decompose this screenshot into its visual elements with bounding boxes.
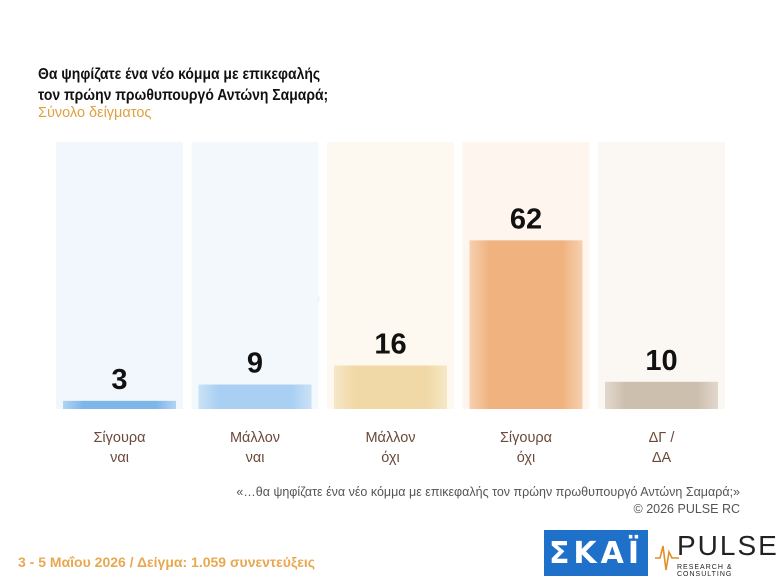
pulse-logo-text: PULSE bbox=[677, 530, 779, 561]
column-background bbox=[598, 142, 725, 409]
category-label: ναι bbox=[246, 450, 265, 466]
data-label: 10 bbox=[645, 345, 677, 377]
chart-title: Θα ψηφίζατε ένα νέο κόμμα με επικεφαλής … bbox=[38, 64, 328, 106]
footnote: «…θα ψηφίζατε ένα νέο κόμμα με επικεφαλή… bbox=[236, 484, 740, 518]
data-label: 3 bbox=[111, 364, 127, 396]
bar bbox=[334, 365, 447, 409]
column-background bbox=[56, 142, 183, 409]
bar bbox=[63, 400, 176, 409]
category-label: Μάλλον bbox=[365, 430, 415, 446]
category-label: ΔΑ bbox=[652, 450, 672, 466]
bar bbox=[469, 240, 583, 409]
chart-subtitle: Σύνολο δείγματος bbox=[38, 105, 152, 121]
category-label: όχι bbox=[381, 450, 400, 466]
survey-info: 3 - 5 Μαΐου 2026 / Δείγμα: 1.059 συνεντε… bbox=[18, 554, 316, 570]
bar-chart: 3 Σίγουρα ναι 9 Μάλλον ναι 16 Μάλλον όχι 62 Σίγουρ… bbox=[56, 142, 725, 466]
pulse-logo-line-icon bbox=[655, 545, 679, 571]
title-line-2: τον πρώην πρωθυπουργό Αντώνη Σαμαρά; bbox=[38, 87, 329, 104]
title-line-1: Θα ψηφίζατε ένα νέο κόμμα με επικεφαλής bbox=[38, 66, 321, 83]
footnote-question: «…θα ψηφίζατε ένα νέο κόμμα με επικεφαλή… bbox=[236, 485, 740, 499]
pulse-logo: PULSE RESEARCH & CONSULTING bbox=[655, 530, 777, 578]
category-label: όχι bbox=[517, 450, 536, 466]
data-label: 9 bbox=[247, 348, 263, 380]
bar bbox=[605, 381, 718, 409]
category-label: Σίγουρα bbox=[500, 430, 552, 446]
data-label: 62 bbox=[510, 203, 542, 235]
pulse-logo-subtext: RESEARCH & CONSULTING bbox=[677, 564, 733, 578]
data-label: 16 bbox=[374, 328, 406, 360]
category-label: ναι bbox=[110, 450, 129, 466]
footnote-copyright: © 2026 PULSE RC bbox=[633, 502, 740, 516]
category-label: Σίγουρα bbox=[93, 430, 145, 446]
column-background bbox=[191, 142, 319, 409]
category-label: Μάλλον bbox=[230, 430, 280, 446]
skai-logo: ΣΚΑΪ bbox=[544, 530, 648, 576]
category-label: ΔΓ / bbox=[649, 430, 676, 446]
bar bbox=[198, 384, 312, 409]
column-background bbox=[327, 142, 454, 409]
